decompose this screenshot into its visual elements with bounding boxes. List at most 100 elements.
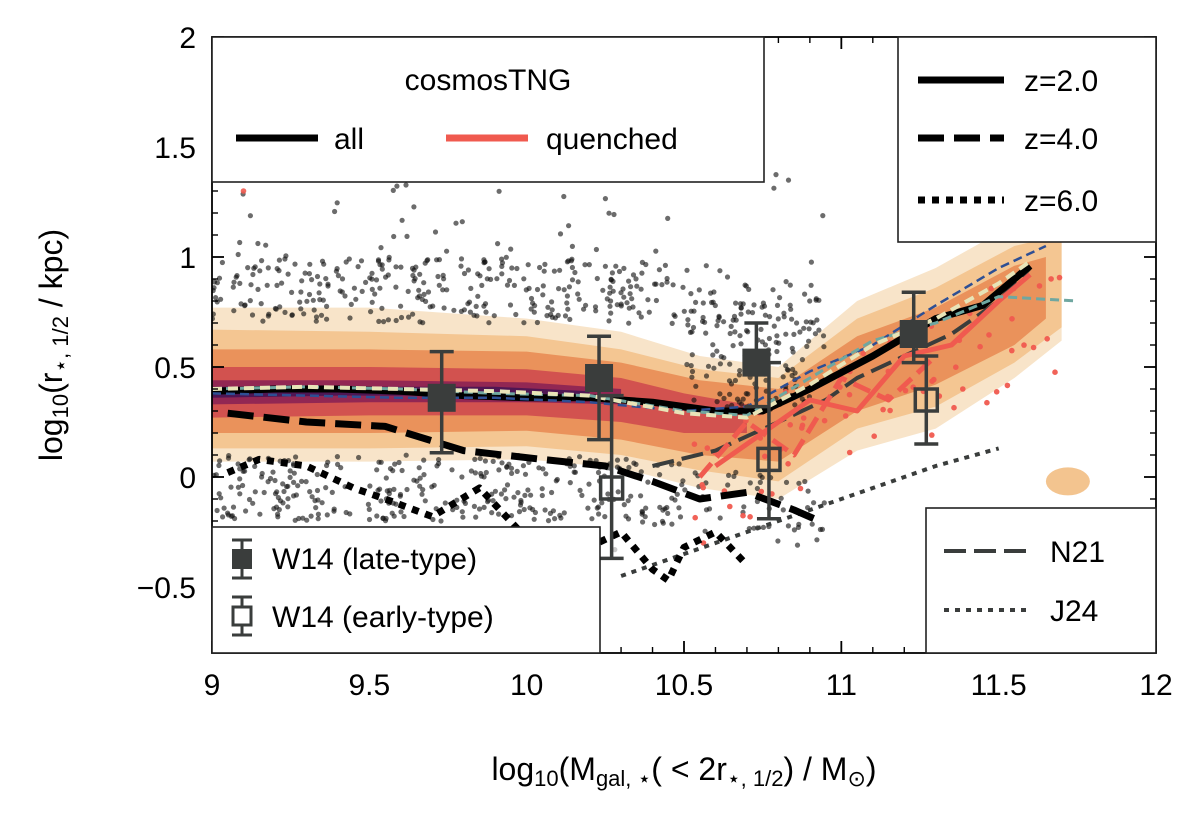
scatter-point bbox=[689, 368, 696, 375]
scatter-point bbox=[821, 417, 828, 424]
scatter-point bbox=[880, 406, 886, 413]
scatter-point bbox=[754, 485, 761, 492]
scatter-point bbox=[240, 482, 246, 489]
scatter-point bbox=[549, 307, 555, 313]
scatter-point bbox=[458, 263, 464, 269]
scatter-point bbox=[263, 242, 269, 248]
scatter-point bbox=[562, 313, 569, 319]
scatter-point bbox=[762, 453, 768, 460]
scatter-point bbox=[565, 306, 571, 312]
legend-quenched-label: quenched bbox=[546, 123, 678, 156]
scatter-point bbox=[520, 463, 527, 469]
legend-title: cosmosTNG bbox=[405, 64, 572, 97]
scatter-point bbox=[503, 254, 509, 260]
scatter-point bbox=[540, 283, 546, 289]
scatter-point bbox=[213, 295, 219, 301]
scatter-point bbox=[797, 485, 804, 492]
scatter-point bbox=[398, 314, 405, 321]
scatter-point bbox=[1009, 347, 1015, 354]
scatter-point bbox=[483, 469, 489, 476]
scatter-point bbox=[373, 277, 380, 283]
scatter-point bbox=[511, 494, 517, 500]
scatter-point bbox=[376, 318, 382, 324]
scatter-point bbox=[790, 366, 796, 372]
scatter-point bbox=[496, 188, 502, 194]
scatter-point bbox=[285, 483, 291, 489]
scatter-point bbox=[801, 325, 807, 331]
scatter-point bbox=[558, 515, 564, 521]
scatter-point bbox=[714, 323, 720, 329]
scatter-point bbox=[377, 285, 383, 291]
legend-z6-label: z=6.0 bbox=[1024, 185, 1098, 218]
x-tick-label: 9 bbox=[204, 669, 221, 702]
scatter-point bbox=[250, 271, 256, 278]
scatter-point bbox=[499, 460, 505, 466]
scatter-point bbox=[626, 305, 632, 311]
scatter-point bbox=[477, 455, 483, 462]
scatter-point bbox=[785, 461, 791, 467]
scatter-point bbox=[366, 506, 372, 512]
scatter-point bbox=[393, 317, 399, 324]
scatter-point bbox=[369, 299, 375, 305]
scatter-point bbox=[724, 274, 731, 280]
scatter-point bbox=[230, 504, 237, 510]
w14-late-marker bbox=[742, 348, 771, 377]
scatter-point bbox=[293, 454, 299, 460]
scatter-point bbox=[638, 469, 644, 475]
scatter-point bbox=[540, 292, 546, 298]
scatter-point bbox=[674, 491, 680, 497]
scatter-point bbox=[703, 373, 710, 379]
legend-n21-label: N21 bbox=[1050, 536, 1105, 569]
scatter-point bbox=[287, 468, 293, 474]
scatter-point bbox=[442, 500, 448, 506]
scatter-point bbox=[440, 287, 446, 293]
scatter-point bbox=[259, 474, 265, 480]
scatter-point bbox=[265, 265, 271, 271]
scatter-point bbox=[367, 483, 373, 489]
scatter-point bbox=[758, 326, 764, 332]
scatter-point bbox=[676, 505, 682, 511]
scatter-point bbox=[419, 491, 425, 497]
scatter-point bbox=[482, 259, 488, 265]
scatter-point bbox=[397, 493, 403, 499]
scatter-point bbox=[521, 276, 527, 282]
scatter-point bbox=[689, 374, 695, 380]
scatter-point bbox=[499, 260, 506, 266]
scatter-point bbox=[679, 482, 685, 488]
scatter-point bbox=[299, 478, 305, 484]
scatter-point bbox=[514, 468, 520, 474]
scatter-point bbox=[783, 331, 789, 337]
scatter-point bbox=[770, 287, 776, 293]
scatter-point bbox=[820, 333, 827, 339]
scatter-point bbox=[451, 307, 457, 313]
scatter-point bbox=[593, 246, 600, 253]
scatter-point bbox=[785, 523, 792, 529]
scatter-point bbox=[846, 449, 853, 456]
scatter-point bbox=[778, 495, 784, 501]
scatter-point bbox=[363, 279, 369, 285]
scatter-point bbox=[871, 433, 877, 440]
scatter-point bbox=[214, 299, 220, 305]
scatter-point bbox=[333, 268, 339, 274]
scatter-point bbox=[473, 514, 479, 520]
scatter-point bbox=[545, 518, 552, 524]
scatter-point bbox=[498, 491, 504, 497]
scatter-point bbox=[762, 312, 769, 318]
scatter-point bbox=[626, 320, 632, 326]
scatter-point bbox=[703, 330, 709, 336]
scatter-point bbox=[783, 279, 789, 285]
scatter-point bbox=[653, 297, 660, 304]
scatter-point bbox=[745, 329, 751, 335]
scatter-point bbox=[795, 524, 802, 531]
scatter-point bbox=[488, 276, 494, 282]
scatter-point bbox=[775, 316, 781, 322]
scatter-point bbox=[745, 309, 751, 315]
scatter-point bbox=[812, 331, 819, 337]
scatter-point bbox=[657, 504, 663, 510]
scatter-point bbox=[634, 283, 640, 289]
scatter-point bbox=[986, 332, 992, 338]
scatter-point bbox=[653, 248, 659, 254]
scatter-point bbox=[775, 538, 781, 544]
scatter-point bbox=[301, 311, 307, 317]
y-tick-label: 1 bbox=[179, 242, 196, 275]
